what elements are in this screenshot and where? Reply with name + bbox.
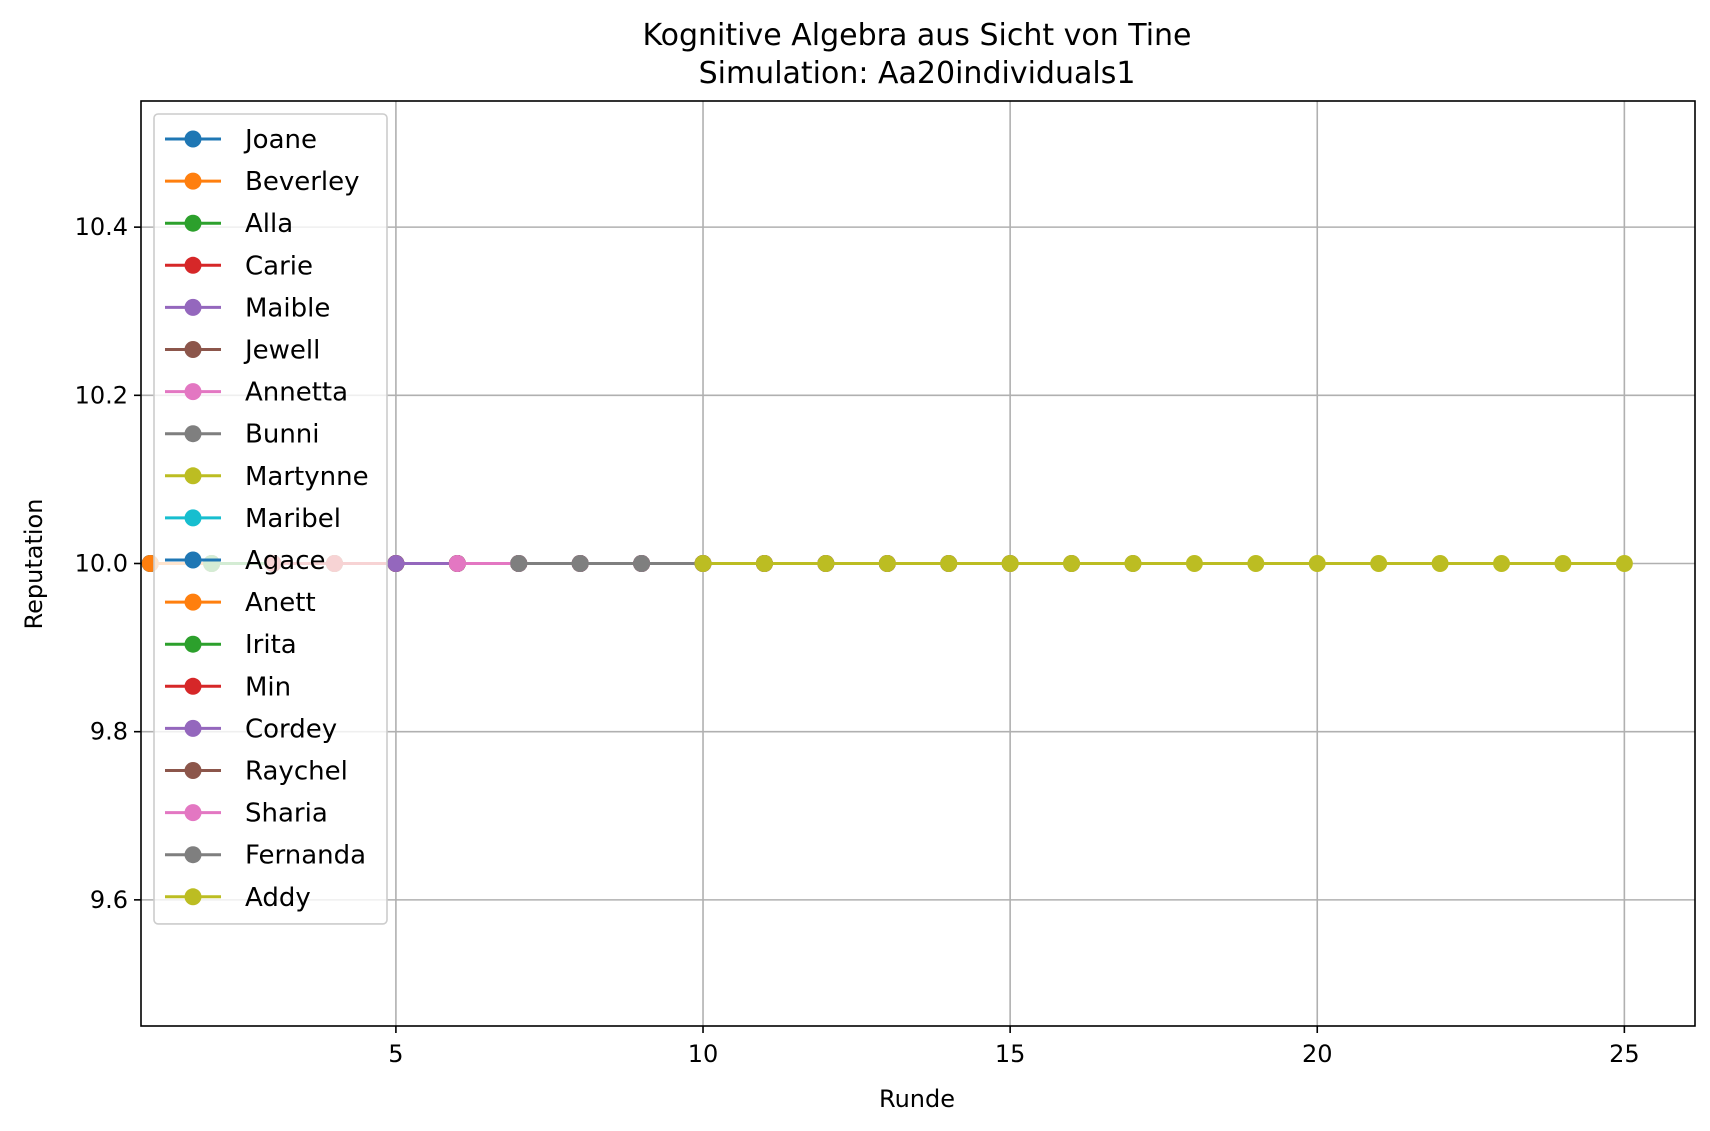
data-point bbox=[817, 555, 835, 572]
legend-marker bbox=[184, 383, 202, 401]
legend-label: Agace bbox=[245, 546, 326, 576]
legend-marker bbox=[184, 551, 202, 569]
legend-marker bbox=[184, 762, 202, 779]
legend-entry: Sharia bbox=[165, 799, 328, 829]
legend-label: Jewell bbox=[243, 336, 320, 366]
axis-ticks: 5 10 15 20 25 9.6 9.8 10.0 10.2 10.4 bbox=[75, 213, 1640, 1068]
data-point bbox=[1370, 555, 1388, 572]
legend-entry: Jewell bbox=[165, 336, 320, 366]
y-tick-label: 10.0 bbox=[75, 550, 128, 578]
x-tick-label: 20 bbox=[1302, 1040, 1333, 1068]
legend-label: Maible bbox=[245, 293, 330, 323]
legend-box bbox=[153, 113, 388, 925]
data-point bbox=[448, 555, 466, 572]
y-axis-label: Reputation bbox=[20, 499, 48, 630]
legend-marker bbox=[184, 635, 202, 653]
legend-label: Annetta bbox=[245, 378, 348, 408]
legend-marker bbox=[184, 804, 202, 822]
data-point bbox=[940, 555, 958, 572]
legend-marker bbox=[184, 341, 202, 358]
data-point bbox=[1431, 555, 1449, 572]
legend-marker bbox=[184, 593, 202, 611]
y-tick-label: 10.2 bbox=[75, 381, 128, 409]
x-tick-label: 10 bbox=[688, 1040, 719, 1068]
data-point bbox=[878, 555, 896, 572]
series-addy bbox=[694, 555, 1633, 572]
legend-label: Fernanda bbox=[245, 841, 366, 871]
legend-label: Beverley bbox=[245, 167, 360, 197]
legend-entry: Beverley bbox=[165, 167, 360, 197]
data-point bbox=[1063, 555, 1081, 572]
legend-marker bbox=[184, 467, 202, 485]
data-point bbox=[1247, 555, 1265, 572]
y-tick-label: 9.6 bbox=[90, 886, 128, 914]
legend-entry: Carie bbox=[165, 251, 313, 281]
chart-subtitle: Simulation: Aa20individuals1 bbox=[699, 56, 1136, 91]
data-point bbox=[387, 555, 405, 572]
x-axis-label: Runde bbox=[879, 1085, 955, 1113]
legend-marker bbox=[184, 425, 202, 443]
legend-entry: Fernanda bbox=[165, 841, 366, 871]
y-tick-label: 10.4 bbox=[75, 213, 128, 241]
legend-label: Addy bbox=[245, 883, 311, 913]
data-point bbox=[1493, 555, 1511, 572]
legend-marker bbox=[184, 719, 202, 737]
legend-label: Maribel bbox=[245, 504, 341, 534]
legend-entry: Bunni bbox=[165, 420, 320, 450]
data-point bbox=[510, 555, 528, 572]
legend-marker bbox=[184, 677, 202, 695]
legend-label: Min bbox=[245, 672, 291, 702]
legend-entry: Irita bbox=[165, 630, 297, 660]
legend-label: Irita bbox=[245, 630, 297, 660]
legend-entry: Alla bbox=[165, 209, 293, 239]
x-tick-label: 25 bbox=[1609, 1040, 1640, 1068]
legend-label: Martynne bbox=[245, 462, 369, 492]
legend-entry: Joane bbox=[165, 125, 317, 155]
legend-label: Alla bbox=[245, 209, 293, 239]
legend-entry: Agace bbox=[165, 546, 326, 576]
legend-marker bbox=[184, 130, 202, 148]
legend-label: Anett bbox=[245, 588, 316, 618]
legend-entry: Maible bbox=[165, 293, 330, 323]
legend-label: Bunni bbox=[245, 420, 320, 450]
legend-entry: Min bbox=[165, 672, 291, 702]
legend-entry: Anett bbox=[165, 588, 316, 618]
legend-entry: Cordey bbox=[165, 714, 337, 744]
legend-label: Raychel bbox=[245, 757, 348, 787]
data-point bbox=[1001, 555, 1019, 572]
x-tick-label: 5 bbox=[388, 1040, 403, 1068]
legend-marker bbox=[184, 509, 202, 527]
data-point bbox=[755, 555, 773, 572]
legend-entry: Raychel bbox=[165, 757, 348, 787]
data-point bbox=[694, 555, 712, 572]
data-point bbox=[1308, 555, 1326, 572]
data-point bbox=[1615, 555, 1633, 572]
chart-title: Kognitive Algebra aus Sicht von Tine bbox=[642, 18, 1191, 53]
legend-label: Carie bbox=[245, 251, 313, 281]
data-point bbox=[633, 555, 651, 572]
legend-entry: Addy bbox=[165, 883, 311, 913]
data-point bbox=[1185, 555, 1203, 572]
legend-marker bbox=[184, 214, 202, 232]
legend-entry: Annetta bbox=[165, 378, 348, 408]
legend-marker bbox=[184, 172, 202, 190]
x-tick-label: 15 bbox=[995, 1040, 1026, 1068]
legend-entry: Martynne bbox=[165, 462, 369, 492]
legend-label: Joane bbox=[243, 125, 317, 155]
legend: Joane Beverley Alla Carie Maible Jewell Annett… bbox=[153, 113, 388, 925]
legend-label: Sharia bbox=[245, 799, 328, 829]
data-point bbox=[1124, 555, 1142, 572]
legend-marker bbox=[184, 888, 202, 906]
legend-marker bbox=[184, 846, 202, 864]
legend-marker bbox=[184, 256, 202, 274]
data-point bbox=[571, 555, 589, 572]
y-tick-label: 9.8 bbox=[90, 718, 128, 746]
legend-entry: Maribel bbox=[165, 504, 341, 534]
data-point bbox=[1554, 555, 1572, 572]
legend-label: Cordey bbox=[245, 714, 337, 744]
legend-marker bbox=[184, 298, 202, 316]
